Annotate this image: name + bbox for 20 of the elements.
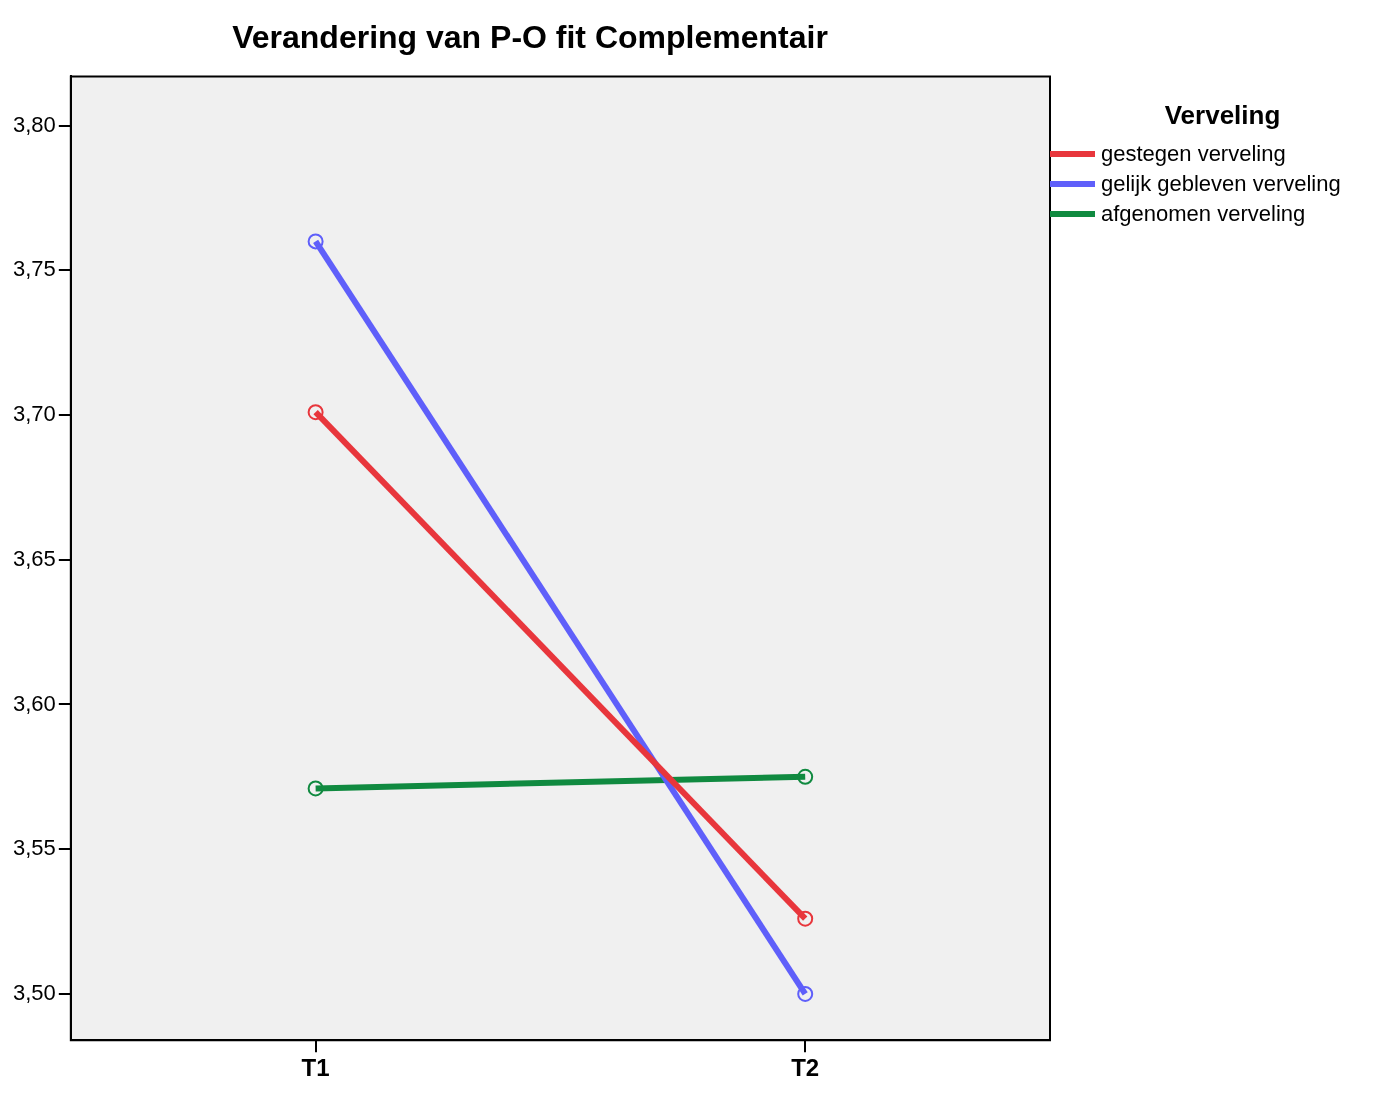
x-tick-label: T1 <box>301 1054 330 1082</box>
legend-title: Verveling <box>1163 100 1282 131</box>
legend-label: afgenomen verveling <box>1101 201 1306 227</box>
point <box>307 233 324 250</box>
y-tick-label: 3,65 <box>12 545 56 571</box>
point <box>797 985 814 1002</box>
chart-title: Verandering van P-O fit Complementair <box>232 19 828 56</box>
y-tick-label: 3,60 <box>12 690 56 716</box>
y-tick-label: 3,70 <box>12 401 56 427</box>
point <box>307 780 324 797</box>
legend-label: gelijk gebleven verveling <box>1101 171 1341 197</box>
point <box>797 768 814 785</box>
y-tick-label: 3,50 <box>12 979 56 1005</box>
y-tick-label: 3,75 <box>12 256 56 282</box>
y-tick-label: 3,80 <box>12 111 56 137</box>
x-tick-label: T2 <box>791 1054 820 1082</box>
point <box>797 910 814 927</box>
y-tick-label: 3,55 <box>12 835 56 861</box>
legend-label: gestegen verveling <box>1101 141 1286 167</box>
point <box>307 404 324 421</box>
